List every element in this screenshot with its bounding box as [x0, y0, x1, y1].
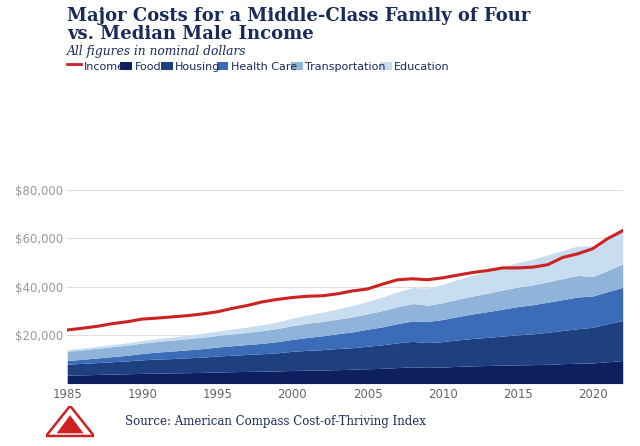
Text: Major Costs for a Middle-Class Family of Four: Major Costs for a Middle-Class Family of… [67, 7, 531, 25]
Text: Income: Income [84, 62, 125, 72]
Text: All figures in nominal dollars: All figures in nominal dollars [67, 45, 246, 58]
Text: Health Care: Health Care [231, 62, 297, 72]
Text: Transportation: Transportation [305, 62, 386, 72]
Text: Housing: Housing [175, 62, 221, 72]
Text: vs. Median Male Income: vs. Median Male Income [67, 25, 314, 42]
Polygon shape [57, 415, 83, 434]
Text: Food: Food [134, 62, 161, 72]
Text: Source: American Compass Cost-of-Thriving Index: Source: American Compass Cost-of-Thrivin… [125, 415, 426, 428]
Text: Education: Education [394, 62, 450, 72]
